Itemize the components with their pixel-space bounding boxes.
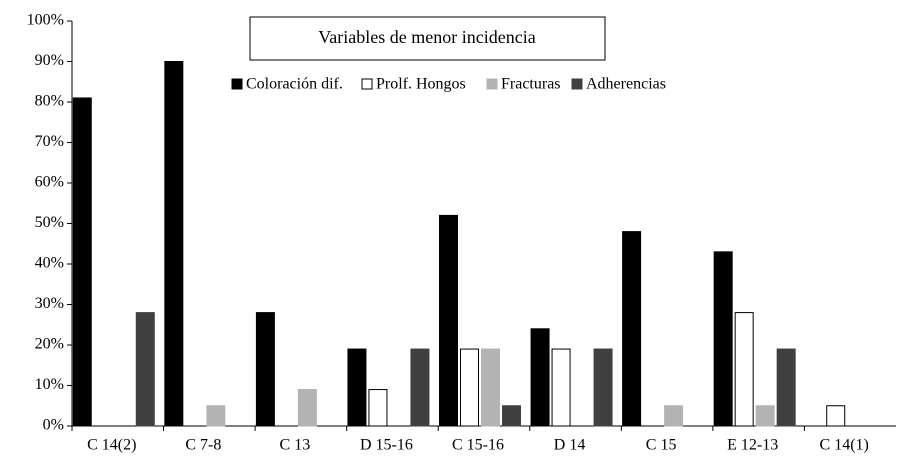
y-tick-label: 20% (35, 336, 64, 353)
x-tick-label: C 13 (280, 437, 311, 454)
bar (481, 348, 500, 427)
bar (72, 97, 92, 427)
bar (664, 405, 684, 427)
bar (530, 328, 550, 427)
y-tick-label: 10% (35, 376, 64, 393)
bar (734, 312, 754, 427)
bar (410, 348, 430, 427)
x-tick-label: E 12-13 (727, 437, 778, 454)
x-tick-label: C 15-16 (452, 437, 504, 454)
x-tick-label: C 15 (646, 437, 677, 454)
bar (551, 348, 571, 427)
x-tick-label: D 14 (554, 437, 586, 454)
bar (164, 61, 184, 427)
x-tick-label: C 14(2) (87, 437, 136, 454)
legend-swatch (486, 78, 498, 90)
x-tick-label: D 15-16 (360, 437, 413, 454)
bar (135, 312, 155, 427)
bar (502, 405, 521, 427)
chart-title: Variables de menor incidencia (318, 27, 535, 47)
legend-label: Fracturas (501, 76, 561, 93)
bar (622, 231, 642, 427)
y-tick-label: 30% (35, 295, 64, 312)
bar (460, 348, 479, 427)
bar (776, 348, 796, 427)
legend-label: Coloración dif. (246, 76, 343, 93)
legend-swatch (571, 78, 583, 90)
bar (826, 405, 846, 427)
y-tick-label: 100% (27, 12, 64, 29)
y-tick-label: 70% (35, 133, 64, 150)
bar (368, 389, 388, 427)
x-tick-label: C 7-8 (185, 437, 221, 454)
title-box (249, 16, 606, 61)
legend-swatch (231, 78, 243, 90)
y-tick-label: 0% (43, 417, 64, 434)
x-tick-label: C 14(1) (820, 437, 869, 454)
y-tick-label: 60% (35, 174, 64, 191)
bar (593, 348, 613, 427)
bar (347, 348, 367, 427)
y-tick-label: 90% (35, 52, 64, 69)
bar (755, 405, 775, 427)
y-tick-label: 50% (35, 214, 64, 231)
y-tick-label: 40% (35, 255, 64, 272)
legend-label: Prolf. Hongos (376, 76, 466, 93)
bar (206, 405, 226, 427)
bar (439, 214, 458, 427)
y-tick-label: 80% (35, 93, 64, 110)
bar (297, 389, 317, 427)
bar (713, 251, 733, 427)
legend-label: Adherencias (586, 76, 666, 93)
legend-swatch (361, 78, 373, 90)
bar (255, 312, 275, 427)
